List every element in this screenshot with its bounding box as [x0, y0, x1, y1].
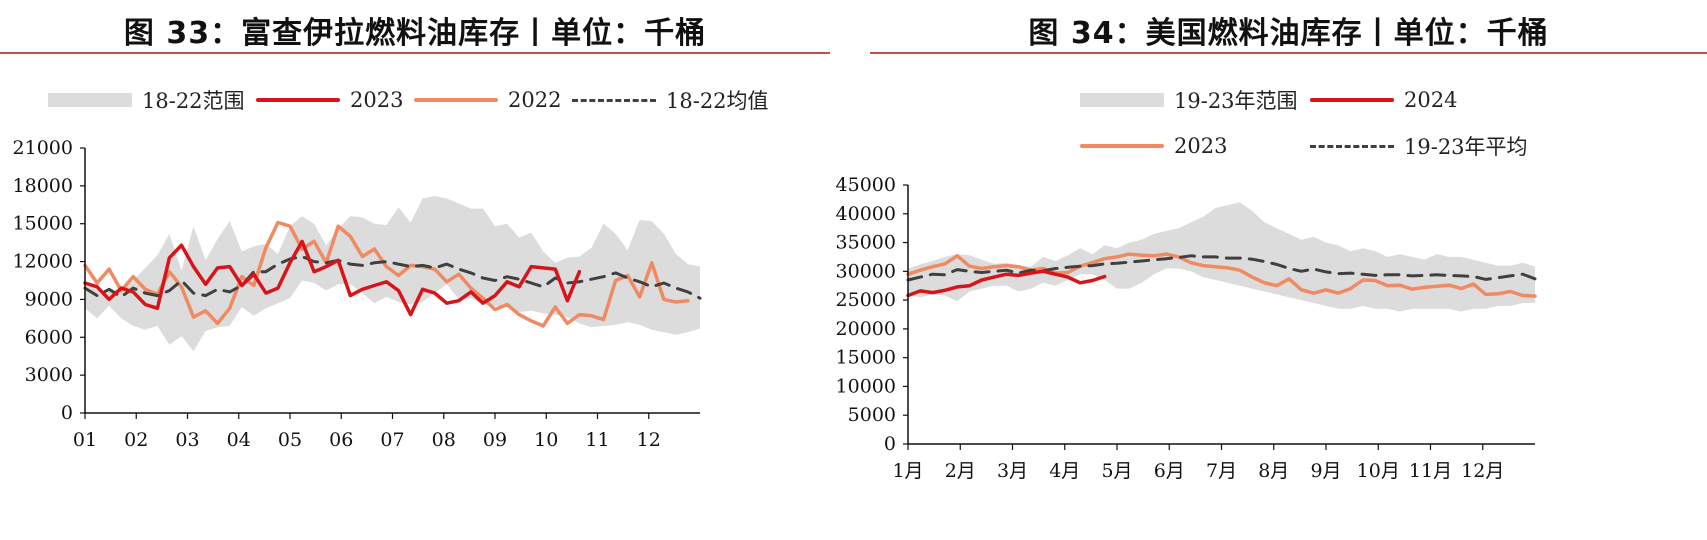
legend-swatch-2023: [1080, 144, 1164, 148]
legend-label-average: 18-22均值: [666, 89, 769, 113]
line-series-orange: [906, 252, 1537, 298]
x-tick-label: 4月: [1049, 460, 1080, 482]
line-series-red: [83, 239, 582, 317]
legend-swatch-2024: [1310, 98, 1394, 102]
legend-label-range: 19-23年范围: [1174, 89, 1298, 113]
line-series-average: [906, 254, 1537, 282]
chart-panel-fujairah: 图 33：富查伊拉燃料油库存丨单位：千桶 18-22范围 2023 2022 1…: [0, 0, 830, 540]
x-tick-label: 10: [534, 429, 558, 451]
y-tick-label: 10000: [836, 375, 896, 397]
x-tick-label: 11月: [1409, 460, 1452, 482]
legend-swatch-range: [1080, 93, 1164, 107]
line-series-red: [906, 269, 1107, 298]
x-tick-label: 01: [73, 429, 97, 451]
chart-legend: 19-23年范围 2024 2023 19-23年平均: [870, 0, 1707, 170]
y-tick-label: 3000: [25, 364, 73, 386]
y-tick-label: 25000: [836, 289, 896, 311]
x-tick-label: 6月: [1154, 460, 1185, 482]
legend-item-2023: 2023: [1080, 132, 1227, 160]
x-tick-label: 12: [637, 429, 661, 451]
y-tick-label: 20000: [836, 318, 896, 340]
legend-swatch-2023: [256, 98, 340, 102]
title-divider: [0, 52, 830, 54]
legend-item-average: 19-23年平均: [1310, 132, 1528, 160]
chart-legend: 18-22范围 2023 2022 18-22均值: [0, 0, 830, 120]
y-tick-label: 15000: [836, 347, 896, 369]
legend-label-average: 19-23年平均: [1404, 135, 1528, 159]
legend-swatch-2022: [414, 98, 498, 102]
y-tick-label: 35000: [836, 232, 896, 254]
x-tick-label: 07: [380, 429, 404, 451]
y-tick-label: 15000: [13, 213, 73, 235]
x-tick-label: 10月: [1357, 460, 1400, 482]
y-tick-label: 0: [884, 433, 896, 455]
chart-title: 图 34：美国燃料油库存丨单位：千桶: [1028, 16, 1549, 51]
line-chart-fujairah: 21000 18000 15000 12000 9000 6000 3000 001 02 03 0…: [13, 137, 702, 451]
y-tick-label: 18000: [13, 175, 73, 197]
x-tick-label: 9月: [1310, 460, 1341, 482]
legend-item-average: 18-22均值: [572, 86, 769, 114]
x-tick-label: 8月: [1258, 460, 1289, 482]
y-tick-label: 5000: [848, 404, 896, 426]
range-band: [908, 202, 1535, 312]
legend-label-2023: 2023: [350, 88, 404, 112]
y-tick-label: 9000: [25, 288, 73, 310]
legend-item-2023: 2023: [256, 86, 403, 114]
y-tick-label: 40000: [836, 203, 896, 225]
x-tick-label: 11: [585, 429, 609, 451]
x-tick-label: 5月: [1101, 460, 1132, 482]
x-tick-label: 08: [432, 429, 456, 451]
legend-swatch-range: [48, 93, 132, 107]
y-tick-label: 6000: [25, 326, 73, 348]
x-tick-label: 04: [227, 429, 251, 451]
legend-label-2023: 2023: [1174, 134, 1228, 158]
chart-title: 图 33：富查伊拉燃料油库存丨单位：千桶: [123, 16, 707, 51]
x-tick-label: 02: [124, 429, 148, 451]
legend-swatch-average: [1310, 144, 1394, 148]
legend-item-2022: 2022: [414, 86, 561, 114]
x-tick-label: 05: [278, 429, 302, 451]
line-series-orange: [83, 220, 690, 328]
y-tick-label: 30000: [836, 260, 896, 282]
x-tick-label: 06: [329, 429, 353, 451]
x-tick-label: 03: [175, 429, 199, 451]
y-tick-label: 21000: [13, 137, 73, 159]
legend-label-2024: 2024: [1404, 88, 1458, 112]
title-divider: [870, 52, 1707, 54]
x-tick-label: 3月: [997, 460, 1028, 482]
x-tick-label: 1月: [892, 460, 923, 482]
line-series-average: [83, 255, 702, 300]
y-tick-label: 12000: [13, 251, 73, 273]
legend-swatch-average: [572, 98, 656, 102]
legend-label-2022: 2022: [508, 88, 562, 112]
chart-panel-us: 图 34：美国燃料油库存丨单位：千桶 19-23年范围 2024 2023 19…: [836, 0, 1707, 540]
x-tick-label: 09: [483, 429, 507, 451]
legend-item-2024: 2024: [1310, 86, 1457, 114]
legend-item-range: 19-23年范围: [1080, 86, 1298, 114]
x-tick-label: 2月: [945, 460, 976, 482]
legend-item-range: 18-22范围: [48, 86, 245, 114]
y-tick-label: 45000: [836, 174, 896, 196]
line-chart-us: 45000 40000 35000 30000 25000 20000 15000 10000…: [836, 174, 1537, 482]
legend-label-range: 18-22范围: [142, 89, 245, 113]
x-tick-label: 12月: [1461, 460, 1504, 482]
x-tick-label: 7月: [1206, 460, 1237, 482]
range-band: [85, 196, 700, 352]
y-tick-label: 0: [61, 402, 73, 424]
